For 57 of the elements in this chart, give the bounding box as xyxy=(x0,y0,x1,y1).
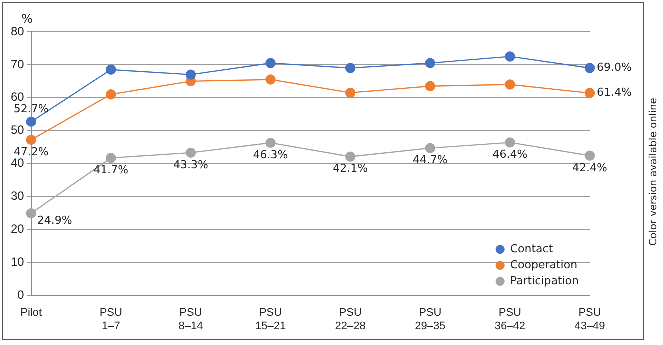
point xyxy=(345,88,356,98)
data-label: 43.3% xyxy=(173,158,208,172)
y-tick-label: 30 xyxy=(10,189,25,204)
point xyxy=(266,58,276,68)
legend-label: Participation xyxy=(510,274,580,288)
point xyxy=(505,138,516,148)
point xyxy=(186,70,196,80)
y-tick-label: 40 xyxy=(10,156,25,170)
point xyxy=(584,63,596,74)
data-label: 42.1% xyxy=(333,162,368,176)
x-tick-label: PSU 43–49 xyxy=(574,307,606,332)
point xyxy=(505,80,516,90)
legend-label: Cooperation xyxy=(510,258,578,272)
point xyxy=(584,150,596,161)
data-label: 52.7% xyxy=(14,102,49,116)
x-tick-label: PSU 15–21 xyxy=(255,307,286,332)
y-tick-label: 80 xyxy=(10,24,25,38)
y-tick-label: 0 xyxy=(18,288,25,302)
data-label: 46.3% xyxy=(253,148,288,162)
data-label: 47.2% xyxy=(14,145,49,158)
y-tick-label: 10 xyxy=(10,254,25,269)
x-tick-label: PSU 36–42 xyxy=(494,307,526,332)
point xyxy=(425,58,436,68)
point xyxy=(26,116,36,128)
x-tick-label: Pilot xyxy=(20,307,42,320)
x-tick-label: PSU 22–28 xyxy=(335,307,366,332)
y-tick-label: 20 xyxy=(10,222,25,236)
point xyxy=(584,88,596,98)
y-axis-title: % xyxy=(22,12,34,26)
point xyxy=(106,153,116,164)
data-label: 46.4% xyxy=(492,148,528,162)
point xyxy=(106,64,116,75)
point xyxy=(345,152,356,162)
point xyxy=(505,52,516,62)
data-label: 44.7% xyxy=(412,154,448,167)
y-tick-label: 70 xyxy=(10,57,25,72)
x-tick-label: PSU 1–7 xyxy=(100,307,123,332)
text: Color version available online xyxy=(648,98,660,246)
data-label: 42.4% xyxy=(572,161,608,174)
point xyxy=(266,138,276,148)
x-tick-label: PSU 29–35 xyxy=(415,307,446,332)
point xyxy=(266,74,276,85)
data-label: 61.4% xyxy=(597,86,632,100)
data-label: 24.9% xyxy=(37,214,72,227)
y-tick-label: 50 xyxy=(10,123,25,138)
point xyxy=(425,143,436,154)
point xyxy=(186,148,196,158)
point xyxy=(425,81,436,92)
y-tick-label: 60 xyxy=(10,90,25,104)
data-label: 41.7% xyxy=(94,164,129,177)
point xyxy=(106,90,116,100)
data-label: 69.0% xyxy=(597,61,632,74)
point xyxy=(345,63,356,74)
point xyxy=(26,208,36,219)
x-tick-label: PSU 8–14 xyxy=(178,307,204,332)
point xyxy=(26,134,36,146)
legend-label: Contact xyxy=(510,242,554,256)
